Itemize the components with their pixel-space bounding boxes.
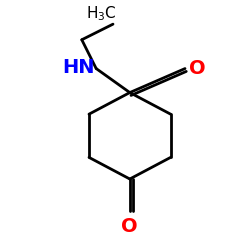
Text: HN: HN bbox=[62, 58, 95, 77]
Text: O: O bbox=[188, 59, 205, 78]
Text: H$_3$C: H$_3$C bbox=[86, 4, 117, 23]
Text: O: O bbox=[122, 218, 138, 236]
